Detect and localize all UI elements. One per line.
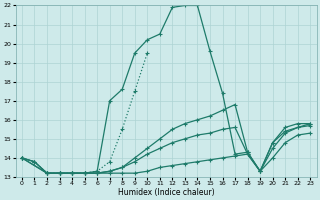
X-axis label: Humidex (Indice chaleur): Humidex (Indice chaleur) <box>118 188 214 197</box>
